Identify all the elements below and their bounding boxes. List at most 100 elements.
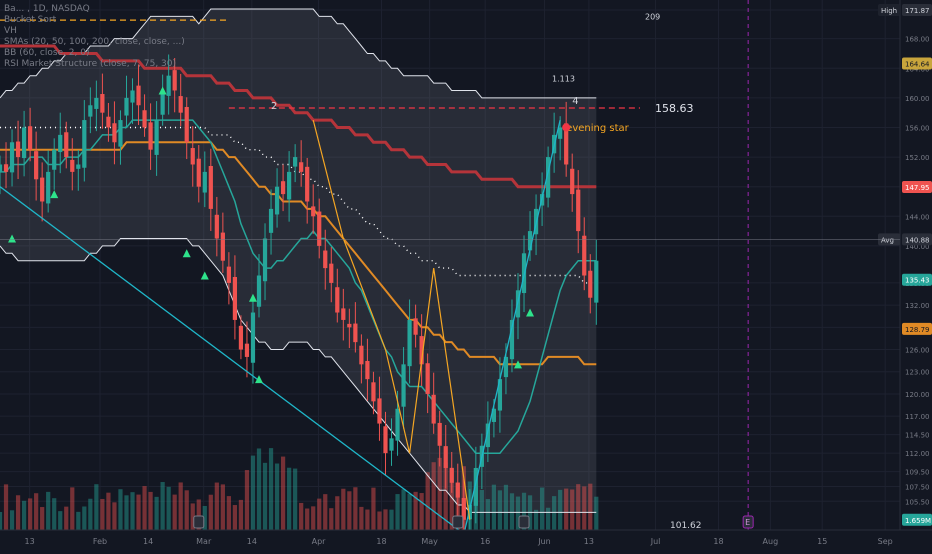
candle-body[interactable] <box>449 467 454 483</box>
candle-body[interactable] <box>238 325 244 350</box>
candle-body[interactable] <box>503 356 509 378</box>
candle-body[interactable] <box>287 171 292 200</box>
candle-body[interactable] <box>15 141 21 158</box>
candle-body[interactable] <box>64 132 69 158</box>
candle-body[interactable] <box>28 126 33 150</box>
candle-body[interactable] <box>329 263 334 283</box>
candle-body[interactable] <box>280 181 286 195</box>
candle-body[interactable] <box>256 275 262 307</box>
candle-body[interactable] <box>461 497 466 520</box>
candle-body[interactable] <box>491 408 497 422</box>
candle-body[interactable] <box>335 287 340 313</box>
candle-body[interactable] <box>467 504 472 520</box>
candle-body[interactable] <box>317 211 322 246</box>
candle-body[interactable] <box>166 75 171 96</box>
candle-body[interactable] <box>100 94 105 113</box>
candle-body[interactable] <box>52 149 57 170</box>
candle-body[interactable] <box>341 308 346 320</box>
buy-signal-triangle[interactable] <box>158 86 167 95</box>
candle-body[interactable] <box>558 127 563 139</box>
candle-body[interactable] <box>546 157 551 198</box>
candle-body[interactable] <box>208 166 213 209</box>
candle-body[interactable] <box>112 123 117 143</box>
candle-body[interactable] <box>353 323 358 343</box>
future-earnings-box[interactable] <box>742 515 754 529</box>
candle-body[interactable] <box>136 85 141 106</box>
candle-body[interactable] <box>124 97 129 116</box>
candlesticks[interactable] <box>0 54 599 542</box>
candle-body[interactable] <box>455 482 460 498</box>
candle-body[interactable] <box>389 438 394 451</box>
harmonic-pattern[interactable] <box>312 119 471 520</box>
candle-body[interactable] <box>419 336 424 365</box>
candle-body[interactable] <box>485 423 490 448</box>
buy-signal-triangle[interactable] <box>50 190 59 199</box>
candle-body[interactable] <box>58 134 63 153</box>
candle-body[interactable] <box>148 122 153 150</box>
rising-trendline[interactable] <box>463 119 561 535</box>
candle-body[interactable] <box>142 110 147 128</box>
candle-body[interactable] <box>377 398 382 424</box>
candle-body[interactable] <box>509 319 515 360</box>
candle-body[interactable] <box>594 260 599 303</box>
candle-body[interactable] <box>588 270 593 298</box>
buy-signal-triangle[interactable] <box>182 249 191 258</box>
candle-body[interactable] <box>413 318 418 335</box>
candle-body[interactable] <box>425 363 430 394</box>
buy-signal-triangle[interactable] <box>200 271 209 280</box>
earnings-marker[interactable] <box>193 515 205 529</box>
candle-body[interactable] <box>88 105 93 117</box>
candle-body[interactable] <box>250 312 256 363</box>
candle-body[interactable] <box>359 345 364 365</box>
buy-signal-triangle[interactable] <box>8 234 17 243</box>
candle-body[interactable] <box>401 364 406 407</box>
candle-body[interactable] <box>3 164 9 172</box>
candle-body[interactable] <box>190 148 195 165</box>
candle-body[interactable] <box>274 186 280 215</box>
candle-body[interactable] <box>527 231 533 251</box>
candle-body[interactable] <box>311 206 316 217</box>
candle-body[interactable] <box>196 158 201 187</box>
candle-body[interactable] <box>76 164 81 169</box>
candle-body[interactable] <box>154 120 159 155</box>
candle-body[interactable] <box>431 394 436 424</box>
candle-body[interactable] <box>94 97 99 109</box>
candle-body[interactable] <box>443 446 448 468</box>
candle-body[interactable] <box>570 168 575 195</box>
candle-body[interactable] <box>82 120 87 168</box>
candle-body[interactable] <box>582 235 587 276</box>
time-axis[interactable]: 13 Feb 14 Mar 14 Apr 18 May 16 Jun 13 Jul 18 Aug 15 Sep <box>0 529 932 550</box>
evening-star-marker[interactable] <box>562 123 571 132</box>
buy-signal-triangle[interactable] <box>254 375 263 384</box>
candle-body[interactable] <box>70 159 75 172</box>
buy-signal-triangle[interactable] <box>513 360 522 369</box>
candle-body[interactable] <box>299 162 304 172</box>
candle-body[interactable] <box>214 214 219 239</box>
candle-body[interactable] <box>178 96 183 113</box>
candle-body[interactable] <box>184 106 189 143</box>
candle-body[interactable] <box>365 360 370 380</box>
candle-body[interactable] <box>437 422 442 446</box>
candle-body[interactable] <box>347 323 352 328</box>
buy-signal-triangle[interactable] <box>248 293 257 302</box>
candle-body[interactable] <box>407 319 412 367</box>
candle-body[interactable] <box>21 127 27 159</box>
descending-trendline[interactable] <box>0 186 471 539</box>
candle-body[interactable] <box>395 408 400 441</box>
candle-body[interactable] <box>497 379 503 411</box>
candle-body[interactable] <box>226 266 231 283</box>
candle-body[interactable] <box>383 426 388 454</box>
candle-body[interactable] <box>220 232 225 261</box>
candle-body[interactable] <box>160 90 165 115</box>
candle-body[interactable] <box>244 343 250 357</box>
buy-signal-triangle[interactable] <box>526 308 535 317</box>
candle-body[interactable] <box>371 382 376 402</box>
candle-body[interactable] <box>202 171 207 193</box>
candle-body[interactable] <box>564 123 569 165</box>
earnings-marker[interactable] <box>452 515 464 529</box>
candle-body[interactable] <box>293 157 298 167</box>
candle-body[interactable] <box>46 171 51 204</box>
